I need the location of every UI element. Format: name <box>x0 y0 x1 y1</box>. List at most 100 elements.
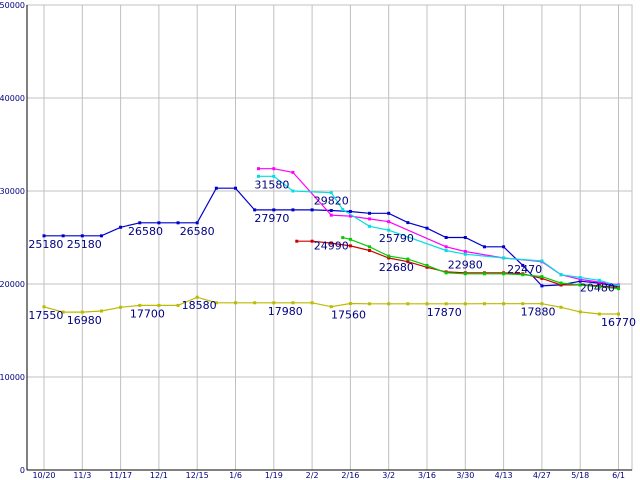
series-6-point <box>310 301 314 305</box>
series-6-point <box>559 305 563 309</box>
x-tick-label: 1/6 <box>229 471 242 480</box>
series-6-point <box>329 305 333 309</box>
series-6-point <box>138 303 142 307</box>
series-1-point <box>425 226 429 230</box>
series-1-point <box>119 225 123 229</box>
x-tick-label: 4/27 <box>533 471 551 480</box>
data-label: 17870 <box>427 306 462 319</box>
data-label: 26580 <box>128 225 163 238</box>
series-5-point <box>341 236 345 240</box>
x-tick-label: 10/20 <box>32 471 55 480</box>
series-6-point <box>578 310 582 314</box>
series-1-point <box>310 208 314 212</box>
data-label: 25180 <box>67 238 102 251</box>
series-6-point <box>617 312 620 316</box>
series-1-point <box>463 236 467 239</box>
series-6-point <box>482 302 486 306</box>
series-6-point <box>521 302 525 306</box>
series-1-point <box>42 234 46 238</box>
series-3-point <box>272 174 276 178</box>
series-1-point <box>502 245 506 249</box>
series-4-point <box>559 283 563 287</box>
data-label: 26580 <box>180 225 215 238</box>
series-6-point <box>348 302 352 306</box>
series-3-point <box>502 256 506 260</box>
series-6-point <box>195 295 199 299</box>
series-2-point <box>256 167 260 171</box>
series-1-point <box>61 234 65 238</box>
y-tick-label: 30000 <box>0 187 25 196</box>
data-label: 17880 <box>521 306 556 319</box>
series-5-point <box>425 263 429 267</box>
data-label: 17550 <box>28 309 63 322</box>
series-6-point <box>214 301 218 305</box>
series-3-point <box>597 278 601 282</box>
series-3-point <box>368 224 372 228</box>
series-4-point <box>425 265 429 269</box>
series-5-point <box>348 237 352 241</box>
series-2-point <box>578 277 582 281</box>
data-label: 22470 <box>507 263 542 276</box>
series-6-point <box>444 302 448 306</box>
series-6-point <box>597 312 601 316</box>
series-5-point <box>617 287 620 291</box>
series-line-4 <box>296 240 619 289</box>
series-2-point <box>444 245 448 249</box>
x-tick-label: 3/30 <box>456 471 474 480</box>
data-label: 22980 <box>448 258 483 271</box>
data-label: 16770 <box>601 316 636 329</box>
series-4-point <box>540 276 544 280</box>
series-3-point <box>559 273 563 277</box>
series-2-point <box>272 167 276 171</box>
series-1-point <box>272 208 276 212</box>
data-label: 20480 <box>580 282 615 295</box>
series-3-point <box>256 174 260 178</box>
series-4-point <box>295 239 299 243</box>
series-2-point <box>368 217 372 221</box>
series-3-point <box>463 252 467 256</box>
series-1-point <box>521 263 525 267</box>
series-1-point <box>406 221 410 225</box>
series-4-point <box>387 256 391 260</box>
data-label: 31580 <box>254 178 289 191</box>
series-2-point <box>291 170 295 174</box>
series-1-point <box>157 221 161 225</box>
x-tick-label: 12/15 <box>186 471 209 480</box>
series-1-point <box>578 279 582 283</box>
x-tick-label: 3/16 <box>418 471 436 480</box>
series-3-point <box>617 284 620 288</box>
x-tick-label: 11/3 <box>73 471 91 480</box>
series-1-point <box>291 208 295 212</box>
series-6-point <box>406 302 410 306</box>
series-1-point <box>444 236 448 239</box>
series-4-point <box>310 239 314 243</box>
series-5-point <box>578 283 582 287</box>
grid-layer <box>26 4 633 471</box>
x-tick-label: 3/2 <box>382 471 395 480</box>
series-5-point <box>368 245 372 249</box>
x-tick-label: 6/1 <box>612 471 625 480</box>
data-label: 16980 <box>67 314 102 327</box>
series-1-point <box>214 186 218 190</box>
data-label: 24990 <box>314 240 349 253</box>
series-5-point <box>521 273 525 277</box>
series-5-point <box>406 257 410 261</box>
series-3-point <box>291 189 295 193</box>
series-3-point <box>329 191 333 195</box>
series-6-point <box>61 310 65 314</box>
series-1-point <box>138 221 142 225</box>
series-1-point <box>99 234 103 238</box>
data-label-layer: 25180 25180 26580 26580 31580 27970 29820 24990… <box>28 178 636 329</box>
x-tick-label: 11/17 <box>109 471 132 480</box>
series-1-point <box>348 209 352 213</box>
data-label: 29820 <box>314 195 349 208</box>
y-tick-label: 50000 <box>0 1 25 10</box>
x-tick-label: 12/1 <box>150 471 168 480</box>
series-6-point <box>99 309 103 313</box>
series-1-point <box>368 211 372 215</box>
data-label: 22680 <box>379 261 414 274</box>
data-label: 17700 <box>130 307 165 320</box>
series-5-point <box>463 272 467 276</box>
series-5-point <box>482 272 486 276</box>
